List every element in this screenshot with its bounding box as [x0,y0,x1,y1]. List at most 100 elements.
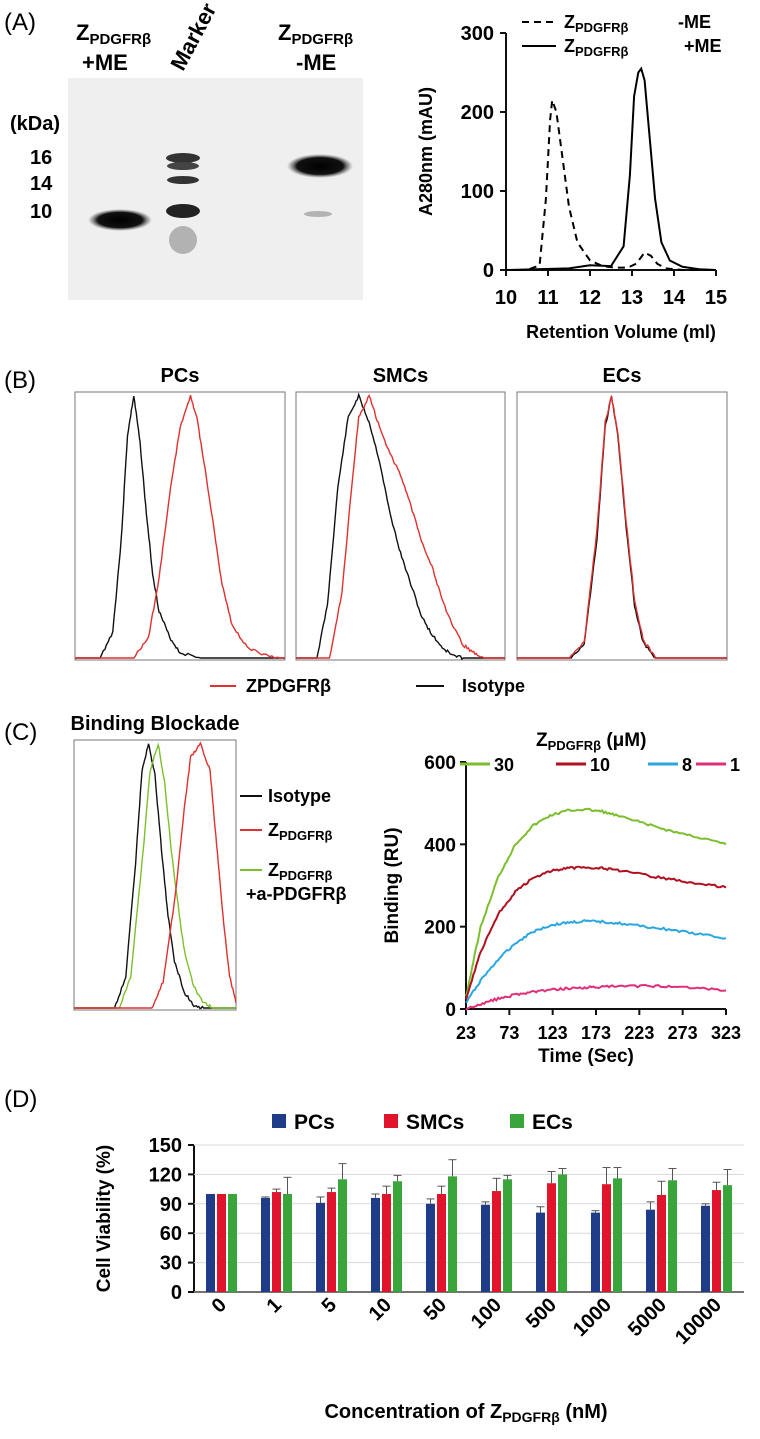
spr-y-axis-title: Binding (RU) [382,827,403,943]
flow_pcs-frame [74,391,286,661]
viability-bar-pcs-1 [261,1197,270,1292]
blockade-legend-label: Isotype [268,786,331,806]
flow_ecs-frame [516,391,728,661]
flow-pcs-chart: PCs [74,365,286,661]
viability-bar-smcs-5000 [657,1194,666,1292]
gel-band-lane3-16kda [287,154,353,178]
spr-xtick-label: 173 [581,1023,611,1043]
viability-bar-pcs-500 [536,1212,545,1292]
blockade-chart: Binding BlockadeIsotypeZPDGFRβZPDGFRβ+a-… [71,713,347,1011]
viability-bar-ecs-5 [338,1179,347,1292]
viability-bar-pcs-100 [481,1204,490,1292]
viability-xtick-label: 50 [420,1294,451,1325]
gel-marker-band-10 [166,204,200,218]
viability-bar-ecs-0 [228,1194,237,1292]
viability-legend-label: SMCs [406,1111,464,1134]
spr-series-1um-line [465,983,727,1011]
gel-image [68,78,363,300]
blockade-series-isotype-line [74,743,236,1010]
flow_smcs-frame [295,391,506,661]
sec-series-minus-me-line [506,99,716,271]
gel-lane3-mod: -ME [296,50,336,75]
flow_pcs-series-zpdgfr--line [75,395,286,659]
viability-chart: 0 30 60 90 120 150 0 1 5 10 50 100 500 1000 5000 10000 C… [94,1111,744,1425]
sec-y-axis-title: A280nm (mAU) [416,87,436,216]
spr-chart: 0 200 400 600 23 73 123 173 223 273 323 Time (Sec) B… [382,730,741,1067]
flow_ecs-series-zpdgfr--line [517,394,727,659]
gel-lane1-mod: +ME [82,50,128,75]
blockade-legend-sub: PDGFRβ [279,868,333,883]
spr-series-10um-line [465,865,727,1000]
viability-bar-smcs-500 [547,1183,556,1292]
viability-legend-label: ECs [532,1111,573,1134]
viability-bar-smcs-1000 [602,1184,611,1292]
flow_smcs-series-zpdgfr--line [296,394,505,659]
viability-ytick-label: 0 [171,1282,182,1304]
viability-ytick-label: 30 [160,1253,182,1275]
spr-legend-title: ZPDGFRβ (μM) [536,730,646,753]
sec-xtick-label: 15 [705,287,727,309]
spr-xtick-label: 223 [624,1023,654,1043]
flow_pcs-series-isotype-line [75,395,285,659]
spr-series-8um-line [465,919,727,1004]
viability-xtick-label: 10 [365,1294,396,1325]
sec-legend-mod: -ME [678,12,711,32]
spr-ytick-label: 600 [424,753,456,774]
spr-legend-title-z: Z [536,730,548,751]
sec-legend-label: ZPDGFRβ [564,12,629,35]
gel-mw-16: 16 [30,147,52,169]
gel-kda-label: (kDa) [10,113,60,135]
flow-ecs-chart: ECs [516,365,728,661]
panel-label-d: (D) [4,1086,37,1113]
viability-bar-smcs-10 [382,1194,391,1292]
viability-y-axis-title: Cell Viability (%) [94,1145,115,1292]
gel-marker-band-smear [169,226,197,254]
blockade-title: Binding Blockade [71,713,240,735]
sec-legend-z: Z [564,12,575,32]
viability-bar-pcs-0 [206,1194,215,1292]
flow_smcs-title: SMCs [373,365,429,387]
spr-ytick-label: 400 [424,835,456,856]
blockade-legend-sub: PDGFRβ [279,828,333,843]
viability-legend-swatch-pcs [272,1114,286,1128]
flow-smcs-chart: SMCs [295,365,506,661]
flow_ecs-title: ECs [603,365,642,387]
gel-marker-label: Marker [165,0,221,74]
gel-marker-band-16b [167,162,199,170]
spr-xtick-label: 73 [499,1023,519,1043]
viability-legend-label: PCs [294,1111,335,1134]
gel-lane1-label: ZPDGFRβ [76,20,151,48]
viability-xtick-label: 500 [522,1294,561,1333]
panel-label-a: (A) [4,9,36,36]
sec-chart: 0 100 200 300 10 11 12 13 14 15 Retention Volume (… [416,12,727,342]
viability-bar-smcs-50 [437,1194,446,1292]
spr-xtick-label: 323 [711,1023,741,1043]
viability-bar-ecs-5000 [668,1180,677,1292]
spr-xtick-label: 273 [668,1023,698,1043]
gel-lane3-label: ZPDGFRβ [278,20,353,48]
spr-legend-label: 10 [590,755,610,775]
panel-label-c: (C) [4,719,37,746]
viability-bar-smcs-5 [327,1192,336,1292]
panel-label-b: (B) [4,367,36,394]
viability-x-axis-title-part: Concentration of Z [324,1401,502,1423]
viability-bar-smcs-1 [272,1192,281,1292]
viability-xtick-label: 10000 [671,1294,726,1349]
viability-legend-swatch-smcs [384,1114,398,1128]
sec-ytick-label: 0 [483,260,494,282]
blockade-frame [73,739,237,1011]
viability-ytick-label: 90 [160,1194,182,1216]
sec-legend-label: ZPDGFRβ [564,36,629,59]
spr-legend-title-unit: (μM) [601,730,646,751]
sec-ytick-label: 200 [461,102,494,124]
viability-bar-ecs-10000 [723,1185,732,1292]
flow_smcs-series-isotype-line [296,392,505,661]
sec-xtick-label: 10 [495,287,517,309]
viability-ytick-label: 60 [160,1223,182,1245]
blockade-series-zpdgfr-a-pdgfr--line [74,742,236,1009]
viability-ytick-label: 120 [149,1164,182,1186]
sec-legend-sub: PDGFRβ [575,20,629,35]
viability-x-axis-title-part: (nM) [560,1401,608,1423]
sec-ytick-label: 100 [461,181,494,203]
